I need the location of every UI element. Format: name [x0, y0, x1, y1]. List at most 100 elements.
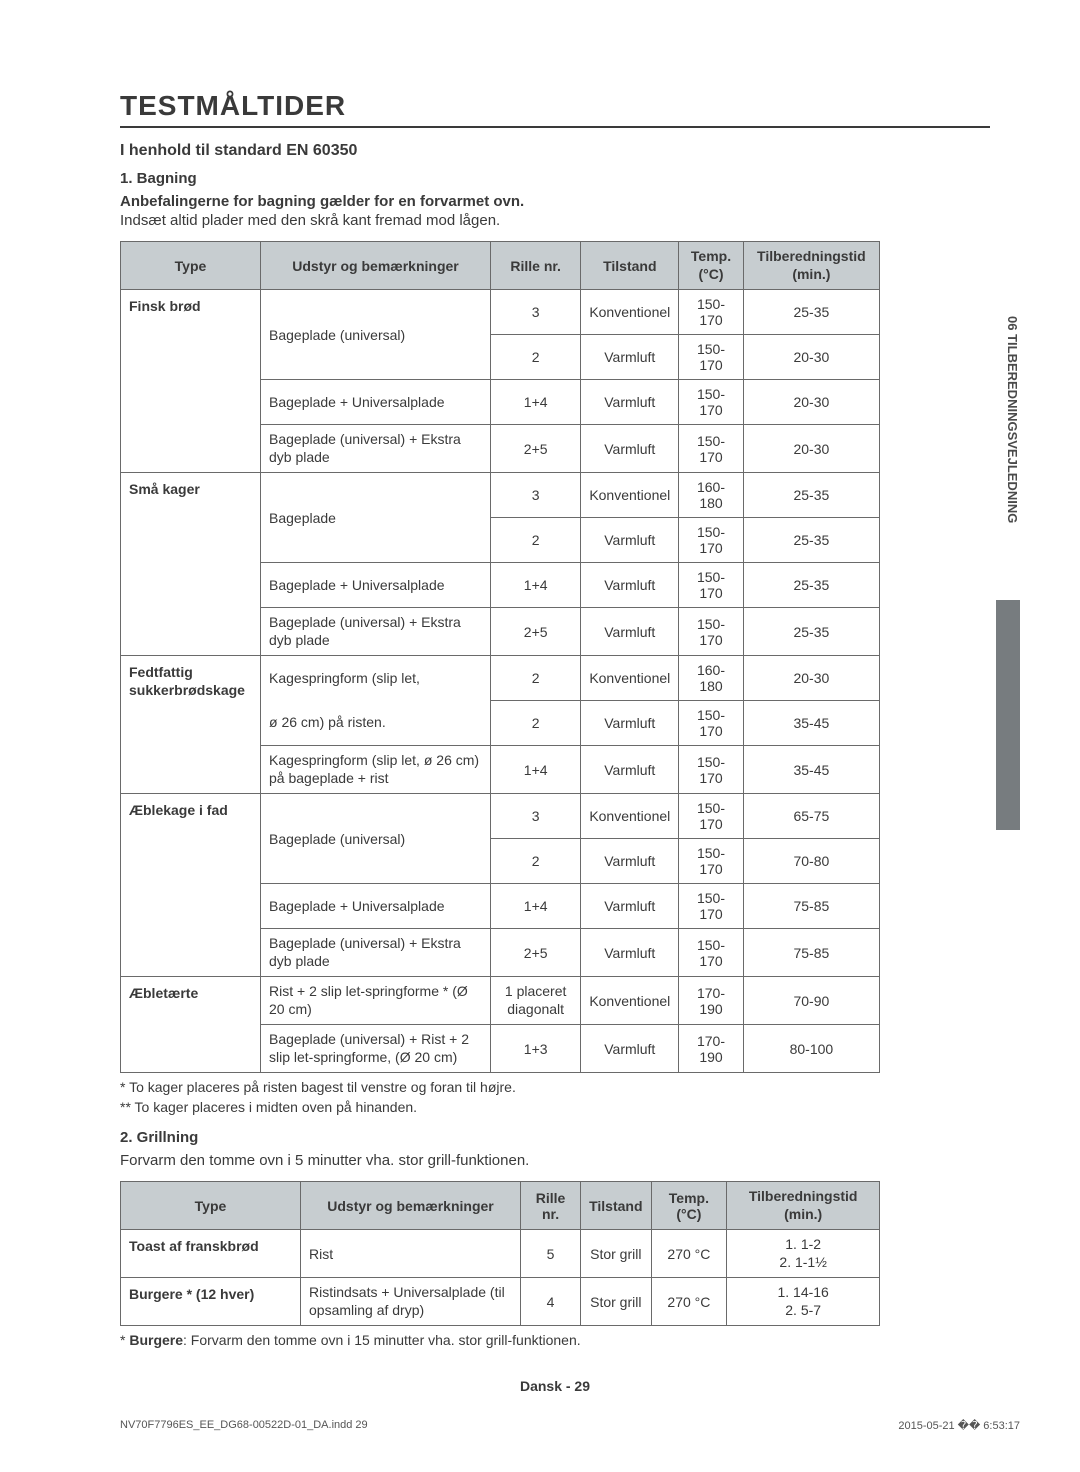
th-mode: Tilstand	[581, 1182, 651, 1230]
cell: Varmluft	[581, 839, 679, 884]
th-equip: Udstyr og bemærkninger	[261, 242, 491, 290]
cell: Konventionel	[581, 473, 679, 518]
cell: Varmluft	[581, 425, 679, 473]
burger-note: * Burgere: Forvarm den tomme ovn i 15 mi…	[120, 1332, 990, 1348]
cell: Stor grill	[581, 1278, 651, 1326]
cell-type: Små kager	[121, 473, 261, 656]
grilling-table: Type Udstyr og bemærkninger Rille nr. Ti…	[120, 1181, 880, 1326]
cell: 1 placeret diagonalt	[491, 977, 581, 1025]
cell: 2	[491, 518, 581, 563]
cell: Konventionel	[581, 977, 679, 1025]
cell: Varmluft	[581, 518, 679, 563]
cell: 150-170	[679, 563, 743, 608]
cell: Konventionel	[581, 794, 679, 839]
cell: 25-35	[743, 608, 879, 656]
th-shelf: Rille nr.	[521, 1182, 581, 1230]
cell-type: Æbletærte	[121, 977, 261, 1073]
cell-type: Finsk brød	[121, 290, 261, 473]
cell: 150-170	[679, 335, 743, 380]
cell: Varmluft	[581, 608, 679, 656]
cell-equip: Bageplade (universal) + Ekstra dyb plade	[261, 608, 491, 656]
cell: 70-90	[743, 977, 879, 1025]
cell: Varmluft	[581, 929, 679, 977]
cell: 25-35	[743, 473, 879, 518]
cell: 3	[491, 473, 581, 518]
th-type: Type	[121, 1182, 301, 1230]
th-mode: Tilstand	[581, 242, 679, 290]
cell: 150-170	[679, 701, 743, 746]
th-temp: Temp. (°C)	[651, 1182, 727, 1230]
cell: 160-180	[679, 473, 743, 518]
cell-equip: Rist + 2 slip let-springforme * (Ø 20 cm…	[261, 977, 491, 1025]
page-title: TESTMÅLTIDER	[120, 90, 990, 128]
cell: Stor grill	[581, 1230, 651, 1278]
baking-table: Type Udstyr og bemærkninger Rille nr. Ti…	[120, 241, 880, 1073]
cell: Konventionel	[581, 656, 679, 701]
section-2-body: Forvarm den tomme ovn i 5 minutter vha. …	[120, 1152, 990, 1169]
cell-type: Toast af franskbrød	[121, 1230, 301, 1278]
cell-equip: Kagespringform (slip let, ø 26 cm) på ba…	[261, 746, 491, 794]
cell: 150-170	[679, 929, 743, 977]
cell: 150-170	[679, 608, 743, 656]
cell: Varmluft	[581, 335, 679, 380]
side-tab-label: 06 TILBEREDNINGSVEJLEDNING	[992, 310, 1020, 600]
cell: 150-170	[679, 290, 743, 335]
cell: 2	[491, 656, 581, 701]
th-type: Type	[121, 242, 261, 290]
cell: 2+5	[491, 608, 581, 656]
cell: 20-30	[743, 425, 879, 473]
cell: 150-170	[679, 746, 743, 794]
cell: 150-170	[679, 794, 743, 839]
cell: 270 °C	[651, 1278, 727, 1326]
cell: 1+3	[491, 1025, 581, 1073]
cell: 2+5	[491, 929, 581, 977]
page-number: Dansk - 29	[120, 1378, 990, 1394]
cell: 150-170	[679, 425, 743, 473]
th-temp: Temp. (°C)	[679, 242, 743, 290]
cell: Varmluft	[581, 380, 679, 425]
section-1-body: Indsæt altid plader med den skrå kant fr…	[120, 212, 990, 229]
cell: 150-170	[679, 884, 743, 929]
cell-equip: Rist	[301, 1230, 521, 1278]
cell: Varmluft	[581, 701, 679, 746]
cell-equip: Kagespringform (slip let,	[261, 656, 491, 701]
cell-equip: Bageplade (universal)	[261, 794, 491, 884]
cell: 150-170	[679, 839, 743, 884]
cell: 70-80	[743, 839, 879, 884]
cell: 170-190	[679, 977, 743, 1025]
cell: 2	[491, 839, 581, 884]
footer-right: 2015-05-21 �� 6:53:17	[898, 1419, 1020, 1432]
cell: 3	[491, 290, 581, 335]
cell: 20-30	[743, 656, 879, 701]
cell-equip: Bageplade + Universalplade	[261, 884, 491, 929]
cell: Varmluft	[581, 563, 679, 608]
cell-equip: Bageplade (universal) + Ekstra dyb plade	[261, 929, 491, 977]
cell: 2	[491, 335, 581, 380]
cell-type: Burgere * (12 hver)	[121, 1278, 301, 1326]
cell: 75-85	[743, 929, 879, 977]
cell: 1. 14-162. 5-7	[727, 1278, 880, 1326]
section-2-num: 2. Grillning	[120, 1129, 990, 1146]
th-equip: Udstyr og bemærkninger	[301, 1182, 521, 1230]
cell: 160-180	[679, 656, 743, 701]
cell: 1+4	[491, 746, 581, 794]
cell-equip: Bageplade (universal) + Ekstra dyb plade	[261, 425, 491, 473]
cell: Varmluft	[581, 884, 679, 929]
cell-equip: Bageplade	[261, 473, 491, 563]
cell: 150-170	[679, 380, 743, 425]
cell: 25-35	[743, 563, 879, 608]
cell-equip: ø 26 cm) på risten.	[261, 701, 491, 746]
section-1-heading: Anbefalingerne for bagning gælder for en…	[120, 193, 990, 210]
cell: 1+4	[491, 563, 581, 608]
cell: 3	[491, 794, 581, 839]
cell: 1. 1-22. 1-1½	[727, 1230, 880, 1278]
cell: Konventionel	[581, 290, 679, 335]
cell-equip: Bageplade (universal)	[261, 290, 491, 380]
th-shelf: Rille nr.	[491, 242, 581, 290]
cell: 80-100	[743, 1025, 879, 1073]
th-time: Tilberedningstid (min.)	[727, 1182, 880, 1230]
cell: 150-170	[679, 518, 743, 563]
side-tab-block	[996, 600, 1020, 830]
cell: 25-35	[743, 290, 879, 335]
cell-equip: Ristindsats + Universalplade (til opsaml…	[301, 1278, 521, 1326]
